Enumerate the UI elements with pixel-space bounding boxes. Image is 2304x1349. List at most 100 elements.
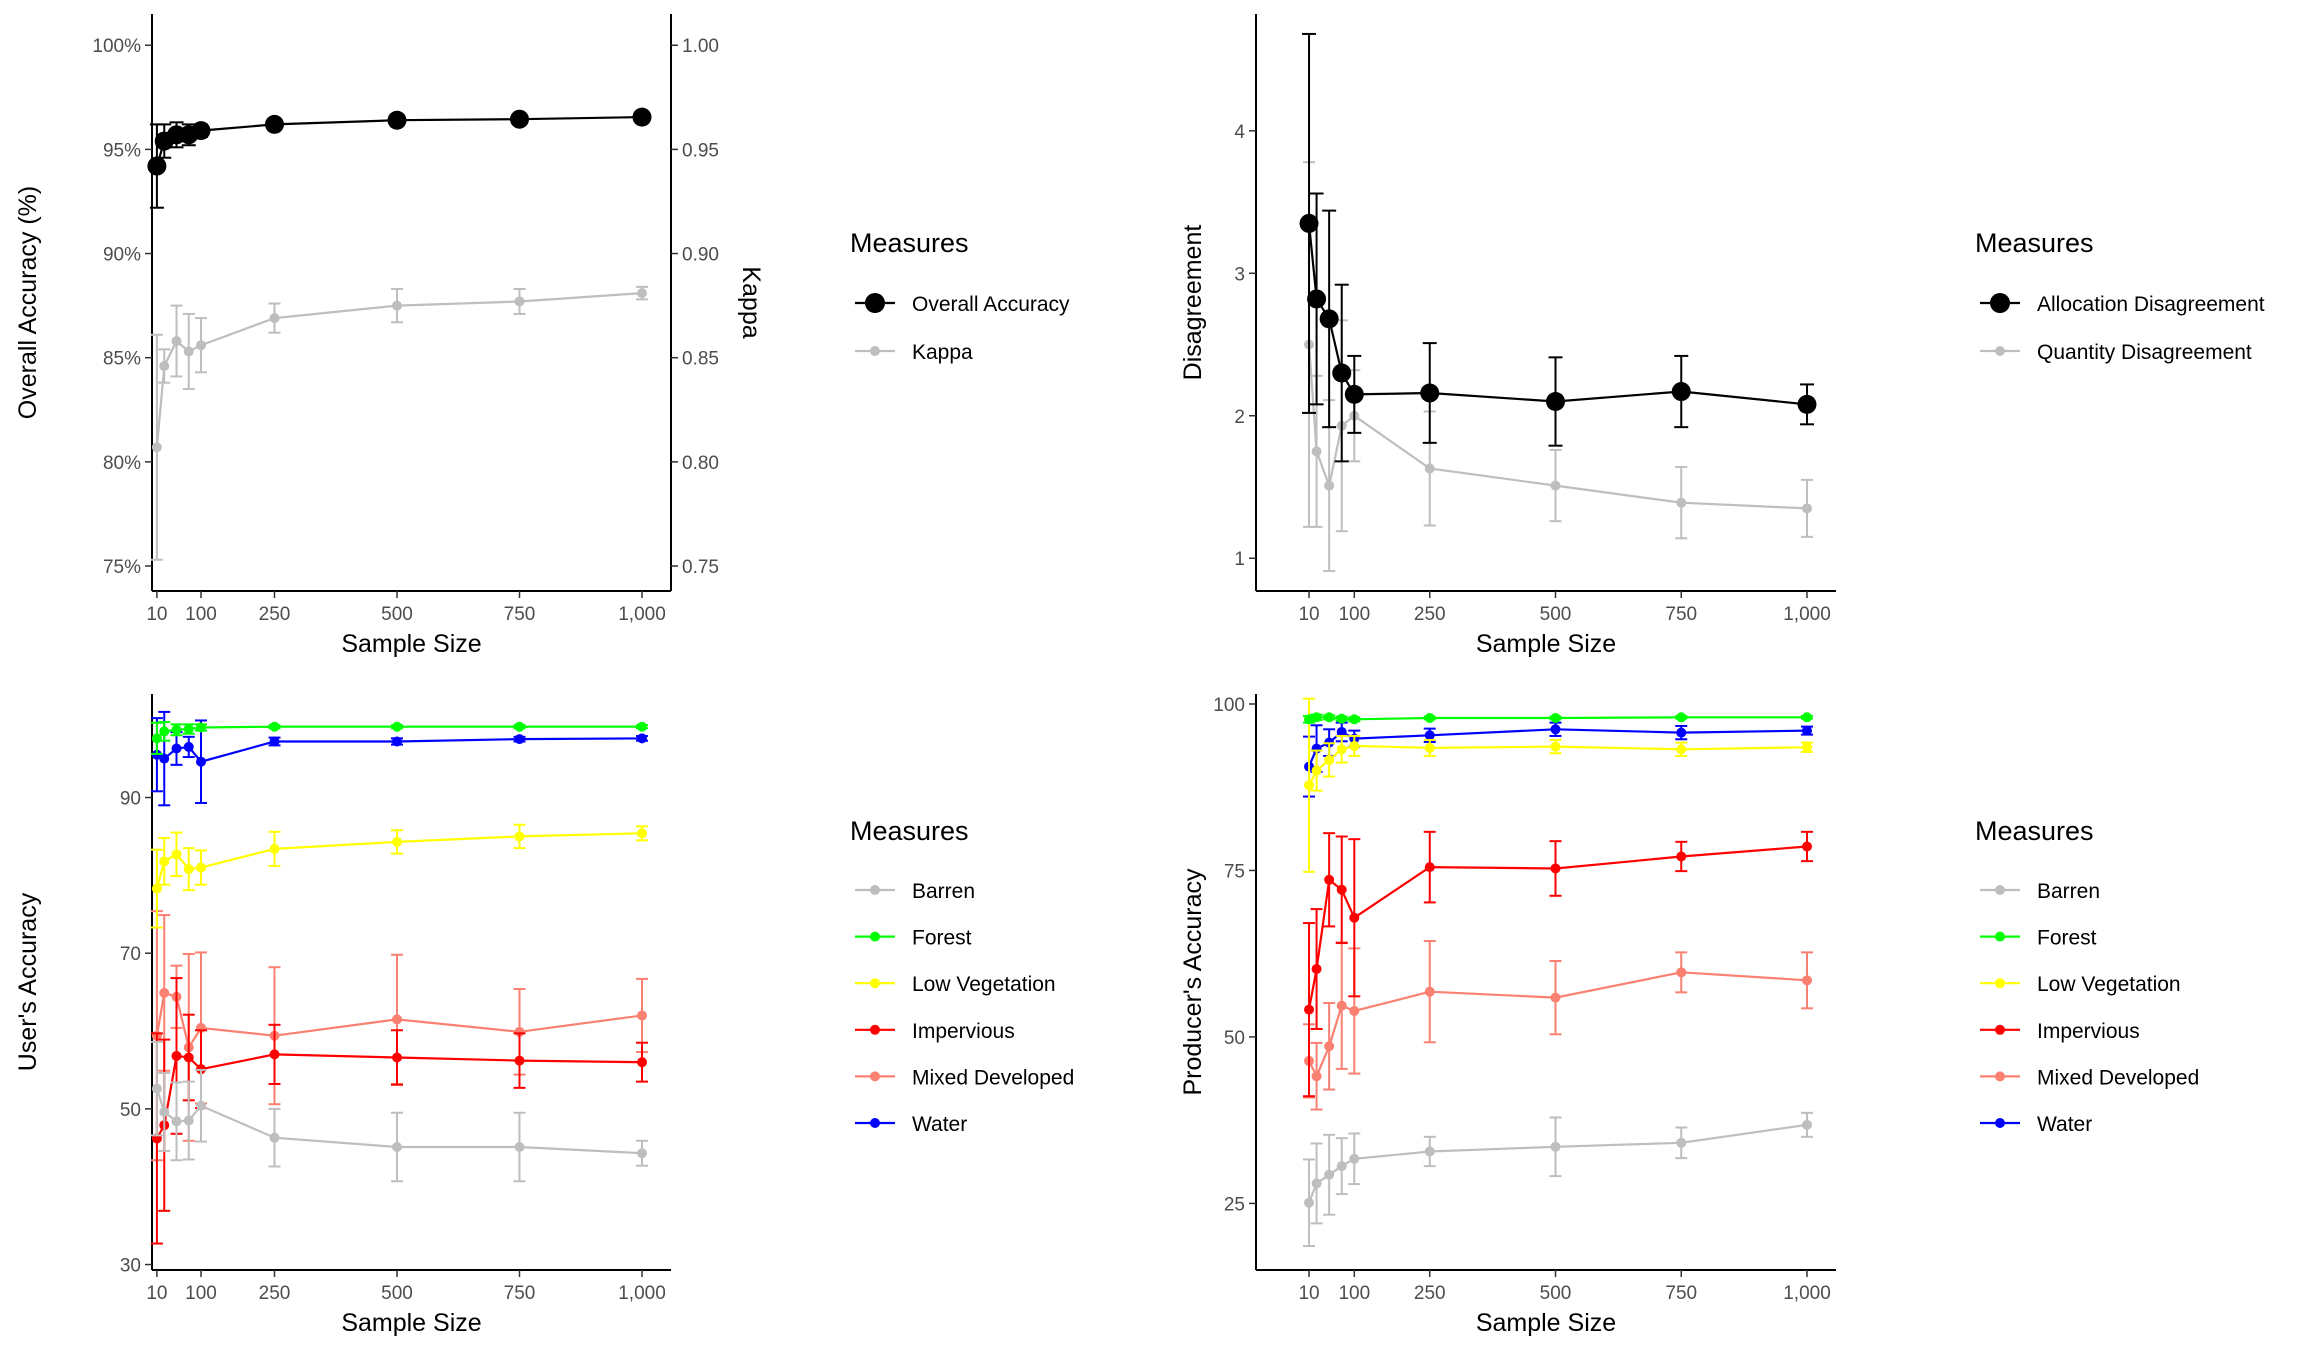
legend-label: Impervious (912, 1020, 1015, 1043)
data-point (1550, 1141, 1561, 1152)
legend-label: Barren (2037, 880, 2100, 903)
data-point (1336, 744, 1347, 755)
data-point (196, 340, 206, 351)
x-tick-label: 250 (1414, 604, 1446, 625)
y-tick-label: 4 (1234, 122, 1245, 143)
x-tick-label: 750 (1665, 604, 1697, 625)
data-point (1802, 841, 1812, 852)
x-tick-label: 1,000 (1783, 1283, 1831, 1304)
legend-key-point (870, 885, 880, 895)
series-mixed-developed (150, 910, 648, 1162)
legend-item: Barren (1980, 880, 2100, 903)
legend-item: Allocation Disagreement (1980, 293, 2265, 316)
data-point (269, 843, 280, 854)
data-point (183, 346, 194, 357)
x-tick-label: 10 (1298, 1283, 1319, 1304)
data-point (1311, 446, 1322, 457)
legend-item: Forest (1980, 927, 2097, 950)
y-axis-label: Overall Accuracy (%) (14, 186, 42, 419)
y-tick-label: 85% (103, 349, 141, 370)
data-point (637, 733, 647, 744)
legend-key-point (1995, 931, 2005, 942)
x-tick-label: 750 (504, 1283, 536, 1304)
x-tick-label: 10 (1298, 604, 1319, 625)
legend-key-point (1995, 978, 2005, 989)
data-point (1424, 730, 1435, 741)
data-point (1336, 726, 1347, 737)
data-point (183, 724, 194, 735)
legend-key-point (870, 1024, 880, 1035)
data-point (171, 724, 182, 735)
data-point (1424, 463, 1435, 474)
data-point (1550, 480, 1561, 491)
data-point (387, 110, 407, 130)
data-point (159, 361, 170, 372)
y-tick-label: 75 (1224, 861, 1245, 882)
series-barren (1303, 1111, 1813, 1248)
series-forest (1303, 712, 1813, 725)
legend-label: Impervious (2037, 1020, 2140, 1043)
legend-label: Mixed Developed (912, 1066, 1074, 1089)
series-impervious (1303, 830, 1813, 1098)
data-point (1424, 1146, 1435, 1157)
y-tick-label: 2 (1234, 407, 1245, 428)
y2-tick-label: 1.00 (682, 36, 719, 57)
data-point (1324, 1041, 1335, 1052)
data-point (1349, 1153, 1360, 1164)
data-point (392, 1014, 402, 1025)
data-point (183, 1115, 194, 1126)
data-point (392, 736, 402, 747)
data-point (1546, 392, 1565, 412)
series-forest (150, 721, 648, 755)
data-point (637, 288, 647, 299)
data-point (1324, 712, 1335, 723)
data-point (191, 121, 211, 141)
data-point (514, 831, 525, 842)
data-point (151, 442, 162, 453)
data-point (392, 836, 402, 847)
y2-tick-label: 0.85 (682, 349, 719, 370)
data-point (632, 107, 652, 127)
series-low-vegetation (1303, 697, 1813, 873)
legend-item: Kappa (855, 341, 973, 364)
data-point (1311, 964, 1322, 975)
legend-key-point (1995, 885, 2005, 895)
series-low-vegetation (150, 823, 648, 929)
x-tick-label: 750 (1665, 1283, 1697, 1304)
y-tick-label: 1 (1234, 549, 1245, 570)
chart-p1: 10 100 250 500 750 1,000 75% 80% 85% 90% 95% 100% 0.… (14, 14, 1070, 658)
legend-key-point (1995, 346, 2005, 356)
legend-label: Allocation Disagreement (2037, 293, 2265, 316)
legend: Measures Barren Forest Low Vegetation Imperv… (1975, 816, 2199, 1136)
data-point (1550, 712, 1561, 723)
x-axis-label: Sample Size (1476, 630, 1616, 658)
legend-key-point (1990, 293, 2010, 313)
y-tick-label: 100 (1213, 695, 1245, 716)
y-tick-label: 3 (1234, 264, 1245, 285)
chart-p3: 10 100 250 500 750 1,000 30 50 70 90 Sample Size Us… (14, 694, 1074, 1337)
legend-key-point (1995, 1071, 2005, 1082)
data-point (1311, 712, 1322, 723)
data-point (1550, 741, 1561, 752)
legend-item: Overall Accuracy (855, 293, 1070, 316)
data-point (1324, 754, 1335, 765)
series-line (1308, 971, 1808, 1079)
y-tick-label: 100% (92, 36, 141, 57)
data-point (1332, 363, 1352, 383)
data-point (1676, 851, 1687, 862)
legend-label: Mixed Developed (2037, 1066, 2199, 1089)
data-point (514, 1142, 525, 1153)
data-point (1336, 884, 1347, 895)
data-point (1311, 765, 1322, 776)
legend-key-point (870, 978, 880, 989)
chart-p2: 10 100 250 500 750 1,000 1 2 3 4 Sample Size Disagr… (1179, 14, 2265, 658)
data-point (1550, 724, 1561, 735)
series-line (1307, 223, 1808, 406)
data-point (1324, 874, 1335, 885)
data-point (1550, 992, 1561, 1003)
data-point (183, 864, 194, 875)
chart-p4: 10 100 250 500 750 1,000 25 50 75 100 Sample Size P… (1179, 694, 2199, 1337)
series-mixed-developed (1303, 940, 1813, 1111)
data-point (171, 849, 182, 860)
